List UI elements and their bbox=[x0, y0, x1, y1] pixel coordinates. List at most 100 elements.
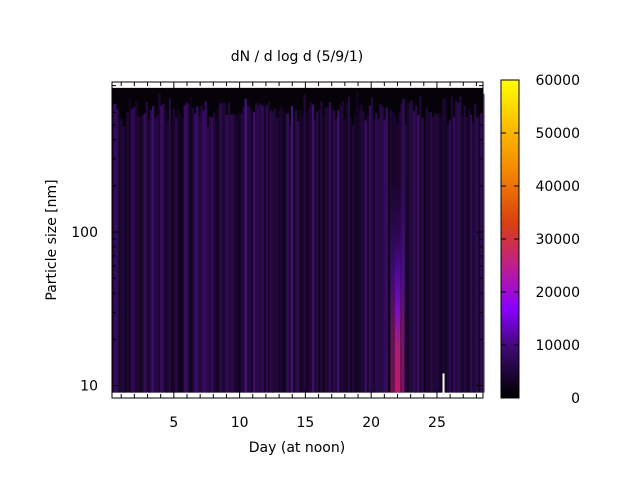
heatmap-cell bbox=[114, 103, 117, 393]
colorbar-tick-label: 40000 bbox=[535, 179, 580, 195]
heatmap-cell bbox=[173, 108, 176, 393]
heatmap-cell bbox=[387, 111, 390, 393]
heatmap-cell bbox=[368, 105, 372, 393]
heatmap-cell bbox=[293, 116, 296, 393]
heatmap-cell bbox=[471, 122, 475, 393]
colorbar-tick-label: 10000 bbox=[535, 338, 580, 354]
heatmap-cell bbox=[450, 96, 454, 393]
heatmap-cell bbox=[406, 104, 409, 393]
colorbar-tick-label: 50000 bbox=[535, 126, 580, 142]
heatmap-cell bbox=[314, 120, 317, 393]
heatmap-cell bbox=[257, 105, 260, 393]
heatmap-cell bbox=[463, 105, 466, 393]
heatmap-cell bbox=[240, 112, 243, 393]
heatmap-cell bbox=[347, 96, 350, 393]
heatmap-cell bbox=[231, 114, 235, 393]
heatmap-cell bbox=[215, 120, 218, 393]
heatmap-cell bbox=[356, 92, 359, 393]
heatmap-cell bbox=[370, 97, 374, 393]
heatmap-cell bbox=[440, 116, 443, 393]
heatmap-cell bbox=[316, 111, 319, 393]
missing-data-gap bbox=[442, 373, 445, 399]
heatmap-cell bbox=[446, 124, 449, 393]
heatmap-cell bbox=[170, 114, 174, 393]
heatmap-cell bbox=[137, 116, 140, 393]
heatmap-cell bbox=[196, 106, 199, 393]
x-tick-label: 5 bbox=[169, 415, 178, 431]
heatmap-cell bbox=[246, 106, 249, 393]
heatmap-cell bbox=[286, 113, 289, 393]
heatmap-cell bbox=[320, 101, 323, 393]
heatmap-cell bbox=[261, 105, 264, 393]
heatmap-cell bbox=[274, 108, 277, 393]
heatmap-cell bbox=[282, 110, 285, 393]
plot-frame bbox=[111, 81, 484, 399]
colorbar-ticks: 0 10000 20000 30000 40000 50000 60000 bbox=[501, 73, 580, 407]
heatmap-cell bbox=[242, 106, 245, 393]
heatmap-cell bbox=[112, 103, 115, 393]
heatmap-cell bbox=[297, 120, 300, 393]
heatmap-cell bbox=[160, 105, 163, 393]
x-tick-label: 20 bbox=[362, 415, 380, 431]
heatmap-cell bbox=[135, 101, 138, 393]
heatmap-cell bbox=[476, 117, 479, 393]
heatmap-cell bbox=[151, 106, 155, 393]
heatmap-cell bbox=[333, 110, 336, 393]
heatmap-cell bbox=[276, 117, 279, 393]
heatmap-cell bbox=[417, 115, 420, 393]
heatmap-cell bbox=[318, 109, 321, 393]
heatmap-cell bbox=[307, 108, 310, 393]
heatmap-cell bbox=[122, 126, 125, 393]
heatmap-cell bbox=[200, 105, 203, 393]
heatmap-cell bbox=[373, 119, 376, 393]
y-axis-label: Particle size [nm] bbox=[44, 179, 60, 300]
heatmap-cell bbox=[438, 112, 441, 393]
heatmap-cell bbox=[189, 95, 193, 393]
y-tick-label: 10 bbox=[80, 379, 98, 395]
heatmap-cell bbox=[164, 109, 167, 393]
x-tick-label: 25 bbox=[428, 415, 446, 431]
y-tick-label: 100 bbox=[71, 225, 98, 241]
chart-title: dN / d log d (5/9/1) bbox=[231, 49, 364, 65]
x-tick-label: 10 bbox=[231, 415, 249, 431]
heatmap-cell bbox=[415, 105, 418, 393]
heatmap-cell bbox=[280, 106, 283, 393]
heatmap-cell bbox=[436, 113, 439, 393]
heatmap-cell bbox=[351, 124, 355, 393]
heatmap-cell bbox=[145, 102, 148, 393]
heatmap-cell bbox=[185, 102, 188, 393]
heatmap-cell bbox=[219, 103, 222, 393]
heatmap-cell bbox=[206, 126, 209, 393]
heatmap-cell bbox=[413, 110, 416, 393]
heatmap-cell bbox=[341, 101, 344, 393]
heatmap-cell bbox=[467, 108, 470, 393]
heatmap-cell bbox=[126, 111, 129, 393]
heatmap-cell bbox=[330, 109, 334, 393]
heatmap-cell bbox=[421, 117, 424, 393]
heatmap-cell bbox=[379, 103, 382, 393]
heatmap-cell bbox=[116, 109, 119, 393]
heatmap-cell bbox=[303, 94, 306, 393]
heatmap-cell bbox=[375, 113, 378, 393]
heatmap-cell bbox=[482, 93, 485, 393]
heatmap-cell bbox=[250, 110, 254, 393]
heatmap-cells bbox=[112, 87, 485, 399]
heatmap-cell bbox=[284, 113, 287, 393]
heatmap-cell bbox=[295, 110, 298, 393]
x-tick-label: 15 bbox=[296, 415, 314, 431]
heatmap-cell bbox=[469, 114, 473, 393]
heatmap-cell bbox=[259, 103, 262, 393]
heatmap-cell bbox=[404, 124, 407, 393]
heatmap-cell bbox=[162, 103, 165, 393]
heatmap-cell bbox=[326, 107, 329, 393]
heatmap-cell bbox=[141, 115, 144, 393]
heatmap-cell bbox=[301, 115, 304, 393]
heatmap-cell bbox=[288, 126, 292, 393]
heatmap-cell bbox=[339, 104, 342, 393]
heatmap-cell bbox=[290, 105, 294, 393]
heatmap-cell bbox=[455, 100, 458, 393]
heatmap-cell bbox=[442, 98, 445, 393]
heatmap-cell bbox=[238, 110, 241, 393]
heatmap-cell bbox=[198, 116, 201, 393]
